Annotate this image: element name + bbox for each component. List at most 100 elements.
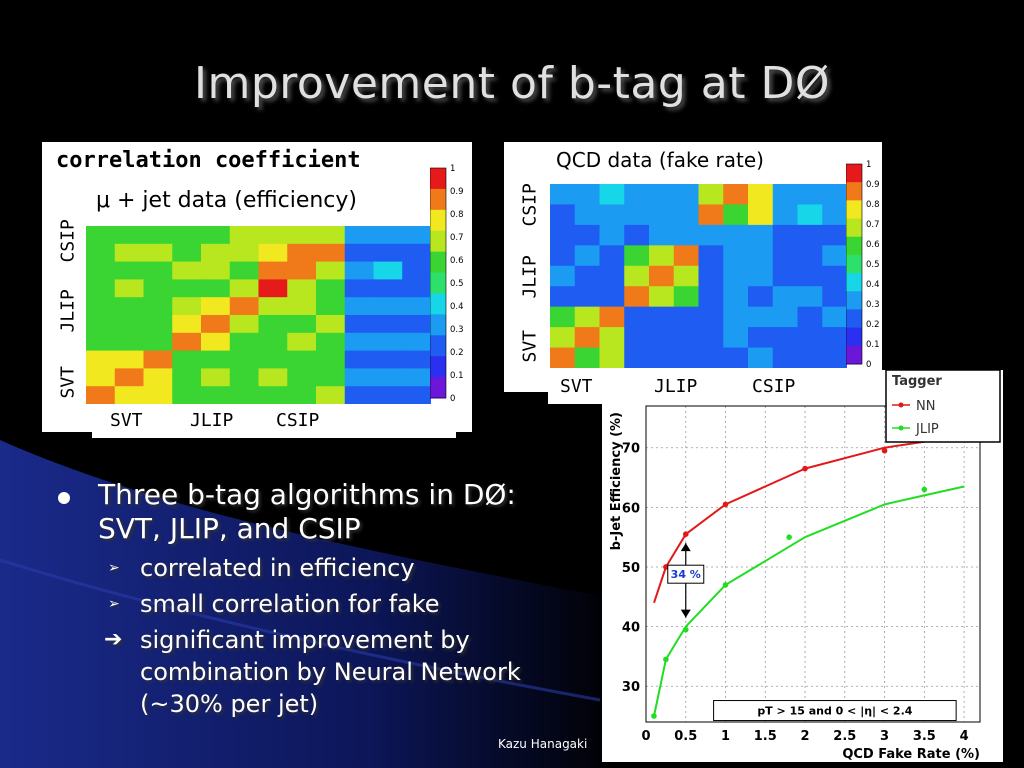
heatmap-cell <box>86 297 116 316</box>
heatmap-cell <box>698 286 724 308</box>
heatmap-cell <box>373 386 403 404</box>
heatmap-cell <box>599 327 625 349</box>
colorbar-tick-label: 0.8 <box>866 200 880 210</box>
heatmap-cell <box>649 224 675 246</box>
heatmap-cell <box>316 279 346 298</box>
heatmap-cell <box>599 265 625 287</box>
heatmap-cell <box>86 368 116 387</box>
heatmap-cell <box>344 279 375 298</box>
heatmap-cell <box>673 245 700 267</box>
heatmap-cell <box>624 286 650 308</box>
colorbar-tick-label: 0.4 <box>450 302 464 312</box>
y-tick-label: 50 <box>622 561 640 576</box>
series-line-jlip <box>653 485 965 717</box>
heatmap-cell <box>373 368 403 387</box>
bullet-sub-2: ➢ small correlation for fake <box>58 588 538 620</box>
colorbar-segment <box>846 236 862 256</box>
heatmap-cell <box>172 226 202 245</box>
heatmap-cell <box>287 350 317 369</box>
heatmap-cell <box>287 261 317 280</box>
heatmap-cell <box>143 279 173 298</box>
heatmap-cell <box>258 315 288 334</box>
heatmap-cell <box>287 368 317 387</box>
heatmap-cell <box>748 347 774 368</box>
x-tick-label: 3 <box>880 729 889 744</box>
heatmap-cell <box>649 184 675 206</box>
fake-rate-heatmap <box>550 184 847 368</box>
heatmap-cell <box>822 327 847 349</box>
heatmap-cell <box>574 327 601 349</box>
heatmap-cell <box>649 306 675 328</box>
heatmap-cell <box>797 245 823 267</box>
heatmap-cell <box>229 279 260 298</box>
heatmap-cell <box>402 226 431 245</box>
heatmap-cell <box>373 279 403 298</box>
colorbar-segment <box>846 182 862 201</box>
x-tick-label: 4 <box>960 729 969 744</box>
efficiency-xlabels: SVT JLIP CSIP <box>92 404 456 438</box>
heatmap-cell <box>698 245 724 267</box>
heatmap-cell <box>748 204 774 226</box>
heatmap-cell <box>143 243 173 263</box>
heatmap-cell <box>797 347 823 368</box>
heatmap-cell <box>624 245 650 267</box>
heatmap-cell <box>172 243 202 263</box>
heatmap-cell <box>723 327 749 349</box>
heatmap-cell <box>797 184 823 206</box>
heatmap-cell <box>649 327 675 349</box>
heatmap-cell <box>344 332 375 352</box>
heatmap-cell <box>172 279 202 298</box>
fake-rate-xlabel-jlip: JLIP <box>654 376 698 397</box>
heatmap-cell <box>723 204 749 226</box>
heatmap-cell <box>287 243 317 263</box>
heatmap-cell <box>673 204 700 226</box>
colorbar-segment <box>846 218 862 238</box>
bullet-main-text: Three b-tag algorithms in DØ: SVT, JLIP,… <box>98 478 516 545</box>
heatmap-cell <box>287 386 317 404</box>
heatmap-cell <box>649 286 675 308</box>
heatmap-cell <box>402 315 431 334</box>
heatmap-cell <box>316 243 346 263</box>
heatmap-cell <box>550 245 576 267</box>
colorbar-segment <box>430 188 446 211</box>
heatmap-cell <box>772 286 799 308</box>
heatmap-cell <box>114 350 145 369</box>
heatmap-cell <box>822 204 847 226</box>
heatmap-cell <box>114 226 145 245</box>
heatmap-cell <box>550 286 576 308</box>
legend-label-nn: NN <box>916 399 935 414</box>
heatmap-cell <box>723 265 749 287</box>
colorbar-segment <box>430 356 446 378</box>
heatmap-cell <box>344 243 375 263</box>
bullet-sub-3-text: significant improvement by combination b… <box>140 626 521 718</box>
colorbar-segment <box>846 254 862 274</box>
heatmap-cell <box>402 279 431 298</box>
heatmap-cell <box>797 327 823 349</box>
heatmap-cell <box>344 368 375 387</box>
heatmap-cell <box>344 386 375 404</box>
heatmap-cell <box>229 297 260 316</box>
colorbar-tick-label: 0.2 <box>450 348 464 358</box>
heatmap-cell <box>624 347 650 368</box>
x-tick-label: 0 <box>641 729 650 744</box>
heatmap-cell <box>86 243 116 263</box>
heatmap-cell <box>574 286 601 308</box>
heatmap-cell <box>258 350 288 369</box>
fake-rate-ylabel-svt: SVT <box>519 329 541 363</box>
slide-title: Improvement of b-tag at DØ <box>193 58 831 109</box>
heatmap-cell <box>698 204 724 226</box>
heatmap-cell <box>258 243 288 263</box>
heatmap-cell <box>673 306 700 328</box>
heatmap-cell <box>114 279 145 298</box>
data-point-jlip <box>663 656 669 663</box>
heatmap-cell <box>201 297 231 316</box>
heatmap-cell <box>86 332 116 352</box>
data-point-nn <box>682 531 689 537</box>
data-point-nn <box>802 465 808 472</box>
colorbar-segment <box>430 272 446 294</box>
bullet-sub-1-text: correlated in efficiency <box>140 554 415 582</box>
colorbar-segment <box>846 200 862 220</box>
heatmap-cell <box>86 226 116 245</box>
heatmap-cell <box>143 368 173 387</box>
colorbar-frame <box>430 167 447 399</box>
